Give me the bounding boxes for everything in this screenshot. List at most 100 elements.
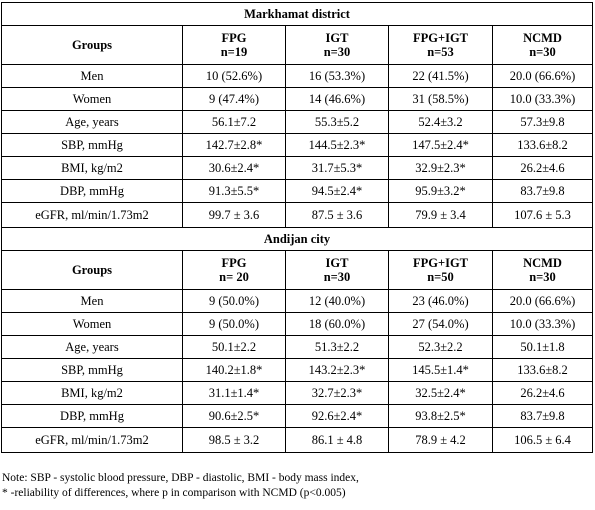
table-cell: 145.5±1.4* [388, 358, 493, 382]
column-header: NCMD n=30 [491, 25, 594, 65]
table-cell: 52.4±3.2 [388, 110, 493, 134]
table-cell: 142.7±2.8* [182, 133, 286, 157]
table-cell: 10.0 (33.3%) [491, 312, 594, 336]
row-label: BMI, kg/m2 [1, 156, 183, 180]
column-header-n: n=30 [529, 45, 556, 59]
table-cell: 92.6±2.4* [285, 404, 389, 428]
row-label: DBP, mmHg [1, 179, 183, 203]
table-cell: 91.3±5.5* [182, 179, 286, 203]
table-cell: 22 (41.5%) [388, 64, 493, 88]
table-cell: 147.5±2.4* [388, 133, 493, 157]
table-cell: 50.1±2.2 [182, 335, 286, 359]
table-cell: 107.6 ± 5.3 [491, 202, 594, 228]
table-cell: 133.6±8.2 [491, 133, 594, 157]
table-cell: 83.7±9.8 [491, 404, 594, 428]
column-header: FPG+IGT n=50 [388, 250, 493, 290]
column-header-n: n=30 [323, 270, 351, 284]
header-row: Groups FPG n= 20 IGT n=30 FPG+IGT n=50 NCMD n=30 [1, 250, 594, 290]
table-cell: 106.5 ± 6.4 [491, 427, 594, 453]
table-row: Age, years 50.1±2.2 51.3±2.2 52.3±2.2 50.1±1… [1, 335, 594, 359]
section-title: Andijan city [0, 227, 594, 251]
section-title: Markhamat district [0, 2, 594, 26]
row-label: SBP, mmHg [1, 133, 183, 157]
column-header-n: n=19 [220, 45, 248, 59]
table-cell: 143.2±2.3* [285, 358, 389, 382]
column-header-name: NCMD [523, 31, 562, 45]
column-header-name: IGT [325, 256, 349, 270]
groups-header: Groups [1, 250, 183, 290]
section-title-row: Andijan city [0, 227, 594, 251]
table-cell: 27 (54.0%) [388, 312, 493, 336]
column-header-name: FPG+IGT [412, 256, 469, 270]
table-row: eGFR, ml/min/1.73m2 98.5 ± 3.2 86.1 ± 4.8 7… [1, 427, 594, 453]
row-label: Age, years [1, 110, 183, 134]
table-row: Men 9 (50.0%) 12 (40.0%) 23 (46.0%) 20.0 (66… [1, 289, 594, 313]
row-label: Women [1, 87, 183, 111]
row-label: eGFR, ml/min/1.73m2 [1, 202, 183, 228]
table-cell: 86.1 ± 4.8 [285, 427, 389, 453]
column-header-name: FPG [221, 31, 247, 45]
table-cell: 18 (60.0%) [285, 312, 389, 336]
table-row: DBP, mmHg 90.6±2.5* 92.6±2.4* 93.8±2.5* 83.7… [1, 404, 594, 428]
row-label: DBP, mmHg [1, 404, 183, 428]
row-label: Men [1, 289, 183, 313]
table-cell: 31 (58.5%) [388, 87, 493, 111]
table-cell: 93.8±2.5* [388, 404, 493, 428]
table-row: eGFR, ml/min/1.73m2 99.7 ± 3.6 87.5 ± 3.6 7… [1, 202, 594, 228]
table-cell: 10.0 (33.3%) [491, 87, 594, 111]
column-header-name: FPG [221, 256, 247, 270]
table-cell: 78.9 ± 4.2 [388, 427, 493, 453]
table-cell: 9 (50.0%) [182, 312, 286, 336]
table-cell: 20.0 (66.6%) [491, 289, 594, 313]
column-header: NCMD n=30 [491, 250, 594, 290]
table-row: BMI, kg/m2 30.6±2.4* 31.7±5.3* 32.9±2.3* 26.… [1, 156, 594, 180]
table-row: Women 9 (47.4%) 14 (46.6%) 31 (58.5%) 10.0 (… [1, 87, 594, 111]
table-cell: 30.6±2.4* [182, 156, 286, 180]
table-cell: 95.9±3.2* [388, 179, 493, 203]
table-cell: 31.1±1.4* [182, 381, 286, 405]
table-cell: 9 (50.0%) [182, 289, 286, 313]
column-header-n: n=30 [323, 45, 351, 59]
row-label: Men [1, 64, 183, 88]
table-cell: 133.6±8.2 [491, 358, 594, 382]
table-cell: 99.7 ± 3.6 [182, 202, 286, 228]
table-cell: 98.5 ± 3.2 [182, 427, 286, 453]
row-label: BMI, kg/m2 [1, 381, 183, 405]
table-row: SBP, mmHg 140.2±1.8* 143.2±2.3* 145.5±1.4* 1… [1, 358, 594, 382]
column-header: FPG n=19 [182, 25, 286, 65]
table-cell: 57.3±9.8 [491, 110, 594, 134]
table-cell: 20.0 (66.6%) [491, 64, 594, 88]
header-row: Groups FPG n=19 IGT n=30 FPG+IGT n=53 NCMD n=30 [1, 25, 594, 65]
column-header-n: n=30 [529, 270, 556, 284]
section-title-row: Markhamat district [0, 2, 594, 26]
row-label: eGFR, ml/min/1.73m2 [1, 427, 183, 453]
table-cell: 10 (52.6%) [182, 64, 286, 88]
table-row: BMI, kg/m2 31.1±1.4* 32.7±2.3* 32.5±2.4* 26.… [1, 381, 594, 405]
table-cell: 55.3±5.2 [285, 110, 389, 134]
table-notes: Note: SBP - systolic blood pressure, DBP… [2, 471, 359, 501]
column-header-name: FPG+IGT [412, 31, 469, 45]
table-cell: 94.5±2.4* [285, 179, 389, 203]
table-cell: 50.1±1.8 [491, 335, 594, 359]
table-cell: 16 (53.3%) [285, 64, 389, 88]
table-cell: 32.7±2.3* [285, 381, 389, 405]
table-cell: 31.7±5.3* [285, 156, 389, 180]
row-label: SBP, mmHg [1, 358, 183, 382]
table-cell: 83.7±9.8 [491, 179, 594, 203]
table-row: SBP, mmHg 142.7±2.8* 144.5±2.3* 147.5±2.4* 1… [1, 133, 594, 157]
table-cell: 140.2±1.8* [182, 358, 286, 382]
table-row: Women 9 (50.0%) 18 (60.0%) 27 (54.0%) 10.0 (… [1, 312, 594, 336]
table-row: DBP, mmHg 91.3±5.5* 94.5±2.4* 95.9±3.2* 83.7… [1, 179, 594, 203]
data-table: Markhamat district Groups FPG n=19 IGT n=30 FP… [0, 2, 594, 453]
table-cell: 56.1±7.2 [182, 110, 286, 134]
table-cell: 32.5±2.4* [388, 381, 493, 405]
column-header: IGT n=30 [285, 25, 389, 65]
column-header: FPG+IGT n=53 [388, 25, 493, 65]
column-header-n: n= 20 [219, 270, 249, 284]
column-header-n: n=50 [427, 270, 454, 284]
table-cell: 14 (46.6%) [285, 87, 389, 111]
table-cell: 79.9 ± 3.4 [388, 202, 493, 228]
groups-header: Groups [1, 25, 183, 65]
note-line: Note: SBP - systolic blood pressure, DBP… [2, 472, 359, 484]
table-cell: 23 (46.0%) [388, 289, 493, 313]
